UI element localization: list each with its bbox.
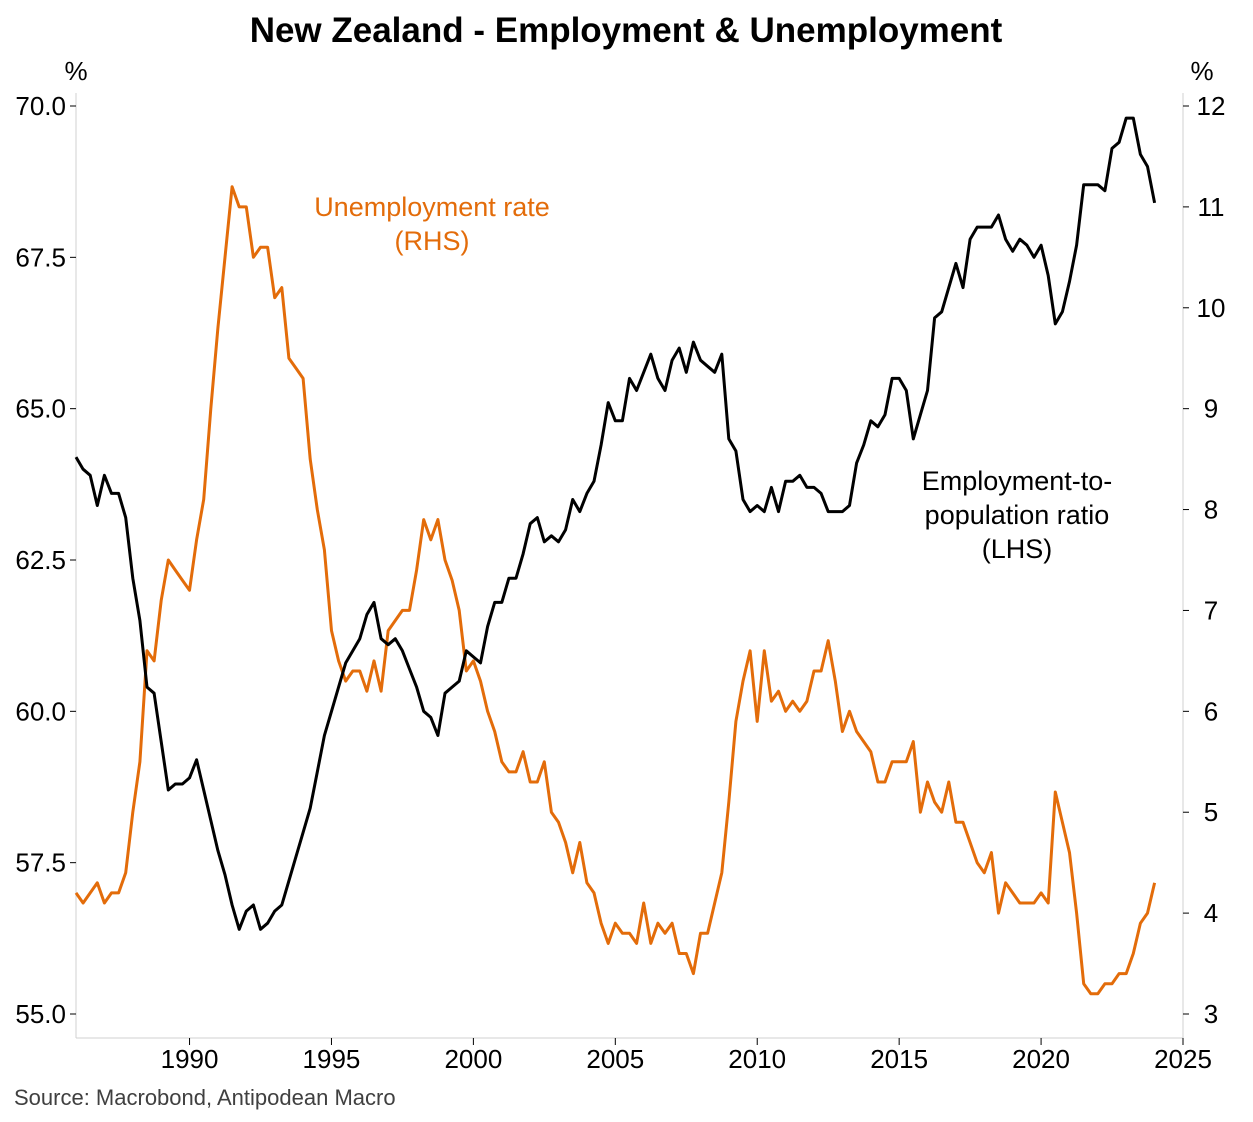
right-tick-label: 11: [1198, 192, 1225, 222]
x-tick-label: 2010: [728, 1044, 786, 1074]
chart-title: New Zealand - Employment & Unemployment: [250, 11, 1003, 50]
x-tick-label: 1990: [161, 1044, 219, 1074]
source-note: Source: Macrobond, Antipodean Macro: [14, 1085, 396, 1110]
left-axis-ticks: 55.0 57.5 60.0 62.5 65.0 67.5 70.0: [15, 91, 76, 1029]
x-axis-ticks: 1990 1995 2000 2005 2010 2015 2020 2025: [161, 1038, 1212, 1074]
left-tick-label: 57.5: [15, 848, 66, 878]
x-tick-label: 2020: [1012, 1044, 1070, 1074]
left-tick-label: 67.5: [15, 242, 66, 272]
employment-label-line-2: population ratio: [925, 500, 1110, 530]
employment-label-line-1: Employment-to-: [922, 466, 1113, 496]
unemployment-label-line-1: Unemployment rate: [314, 192, 550, 222]
right-tick-label: 3: [1204, 999, 1218, 1029]
employment-label-line-3: (LHS): [982, 534, 1053, 564]
x-tick-label: 1995: [303, 1044, 361, 1074]
left-tick-label: 60.0: [15, 696, 66, 726]
x-tick-label: 2015: [870, 1044, 928, 1074]
unemployment-rate-line: [74, 185, 1157, 996]
right-axis-ticks: 3 4 5 6 7 8 9 10 11 12: [1183, 91, 1225, 1029]
employment-ratio-line: [74, 116, 1157, 931]
right-tick-label: 6: [1204, 696, 1218, 726]
left-tick-label: 70.0: [15, 91, 66, 121]
right-tick-label: 9: [1204, 394, 1218, 424]
right-tick-label: 5: [1204, 797, 1218, 827]
left-tick-label: 62.5: [15, 545, 66, 575]
right-tick-label: 10: [1197, 293, 1226, 323]
x-tick-label: 2005: [586, 1044, 644, 1074]
employment-label: Employment-to- population ratio (LHS): [922, 466, 1113, 564]
right-tick-label: 7: [1204, 595, 1218, 625]
x-tick-label: 2000: [444, 1044, 502, 1074]
right-axis-unit: %: [1190, 56, 1213, 86]
x-tick-label: 2025: [1154, 1044, 1212, 1074]
unemployment-label: Unemployment rate (RHS): [314, 192, 550, 256]
series-layer: [74, 116, 1157, 996]
left-axis-unit: %: [64, 56, 87, 86]
right-tick-label: 4: [1204, 898, 1218, 928]
unemployment-label-line-2: (RHS): [395, 226, 470, 256]
left-tick-label: 55.0: [15, 999, 66, 1029]
right-tick-label: 12: [1197, 91, 1226, 121]
right-tick-label: 8: [1204, 495, 1218, 525]
left-tick-label: 65.0: [15, 394, 66, 424]
